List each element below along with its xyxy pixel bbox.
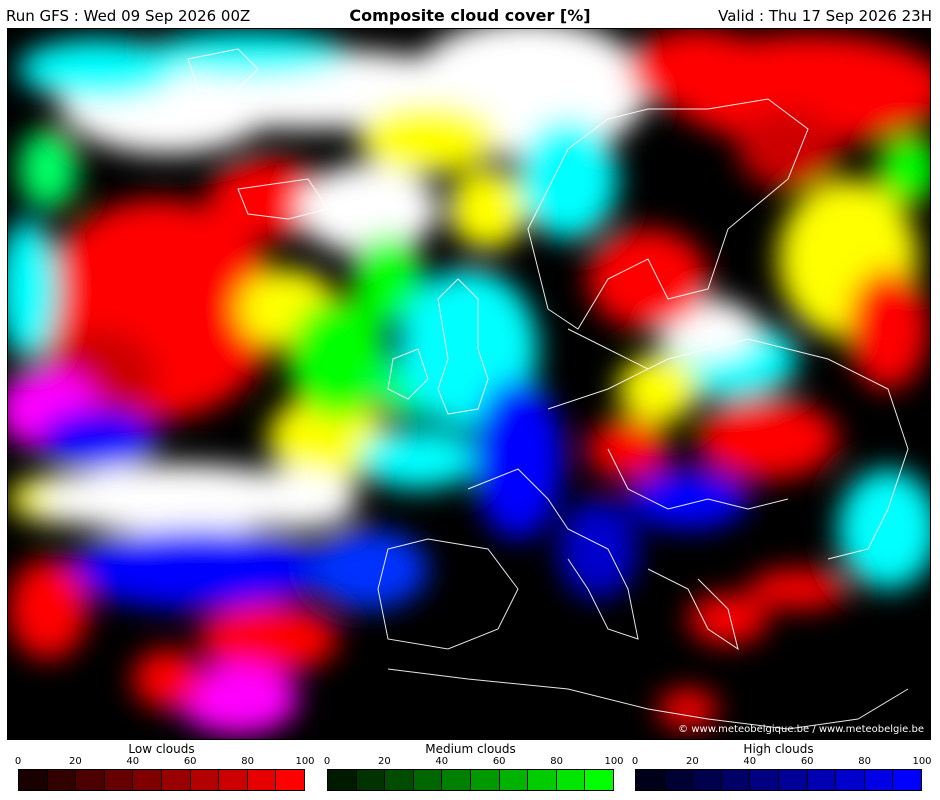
legend-color-swatch: [636, 770, 665, 790]
legend-color-swatch: [721, 770, 751, 790]
legend-color-swatch: [133, 770, 162, 790]
legend-tick-label: 100: [912, 756, 932, 767]
legend-colorbar: [635, 769, 922, 791]
credit-text: © www.meteobelgique.be / www.meteobelgie…: [678, 724, 924, 735]
legend-color-swatch: [864, 770, 894, 790]
legend-tick-label: 0: [14, 756, 22, 767]
legend-tick-label: 60: [492, 756, 506, 767]
legend-color-swatch: [19, 770, 48, 790]
legend-tick-label: 40: [435, 756, 449, 767]
legend-tick-label: 40: [743, 756, 757, 767]
legend-high-clouds: High clouds 0 20 40 60 80 100: [631, 742, 932, 798]
legend-ticks: 0 20 40 60 80 100: [631, 756, 932, 768]
legend-tick-label: 80: [858, 756, 871, 767]
legend-color-swatch: [247, 770, 277, 790]
run-label: Run GFS : Wed 09 Sep 2026 00Z: [6, 7, 251, 25]
legend-color-swatch: [47, 770, 77, 790]
valid-time-label: Valid : Thu 17 Sep 2026 23H: [718, 7, 932, 25]
legend-color-swatch: [442, 770, 471, 790]
legend-color-swatch: [356, 770, 386, 790]
legend-low-clouds: Low clouds 0 20 40 60 80 100: [14, 742, 315, 798]
legend-color-swatch: [76, 770, 105, 790]
legend-color-swatch: [664, 770, 694, 790]
legend-color-swatch: [190, 770, 220, 790]
legend-color-swatch: [750, 770, 779, 790]
legend-tick-label: 40: [126, 756, 140, 767]
legend-ticks: 0 20 40 60 80 100: [14, 756, 315, 768]
legend-color-swatch: [470, 770, 500, 790]
legend-color-swatch: [585, 770, 613, 790]
legend-color-swatch: [104, 770, 134, 790]
legend-title: High clouds: [743, 742, 814, 756]
legend-color-swatch: [385, 770, 414, 790]
legend-tick-label: 20: [686, 756, 699, 767]
legend-color-swatch: [276, 770, 304, 790]
legend-medium-clouds: Medium clouds 0 20 40 60 80 100: [323, 742, 624, 798]
legend-color-swatch: [778, 770, 808, 790]
legend-color-swatch: [413, 770, 443, 790]
legend-color-swatch: [893, 770, 921, 790]
legend-tick-label: 60: [800, 756, 814, 767]
legend-color-swatch: [328, 770, 357, 790]
cloud-cover-map[interactable]: © www.meteobelgique.be / www.meteobelgie…: [7, 28, 931, 740]
legend-color-swatch: [556, 770, 586, 790]
legend-color-swatch: [161, 770, 191, 790]
legend-tick-label: 80: [241, 756, 254, 767]
legend-tick-label: 100: [604, 756, 624, 767]
legend-tick-label: 100: [295, 756, 315, 767]
legend-title: Low clouds: [128, 742, 195, 756]
legend-tick-label: 0: [323, 756, 331, 767]
legend-title: Medium clouds: [425, 742, 516, 756]
legend-tick-label: 20: [378, 756, 391, 767]
legend-colorbar: [327, 769, 614, 791]
legend-tick-label: 80: [550, 756, 563, 767]
legend-color-swatch: [499, 770, 529, 790]
legend-color-swatch: [836, 770, 865, 790]
legend-color-swatch: [219, 770, 248, 790]
legend-tick-label: 60: [183, 756, 197, 767]
legend-color-swatch: [528, 770, 557, 790]
legend-ticks: 0 20 40 60 80 100: [323, 756, 624, 768]
legend-tick-label: 20: [69, 756, 82, 767]
cloud-cover-field: [8, 29, 930, 739]
legend-color-swatch: [807, 770, 837, 790]
legend-colorbar: [18, 769, 305, 791]
legend-color-swatch: [693, 770, 722, 790]
map-title: Composite cloud cover [%]: [349, 6, 591, 25]
legend-tick-label: 0: [631, 756, 639, 767]
